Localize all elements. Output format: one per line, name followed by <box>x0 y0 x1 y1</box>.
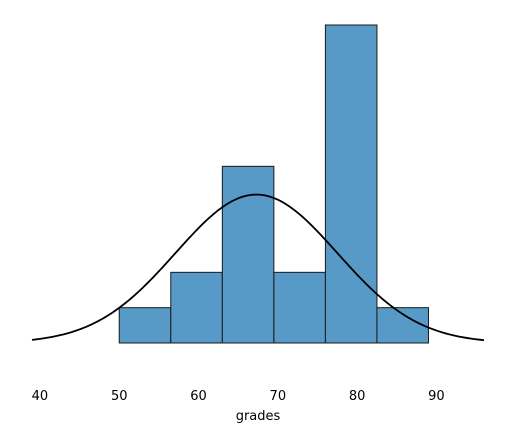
curve-layer <box>31 193 485 342</box>
x-tick-label: 80 <box>349 389 366 404</box>
histogram-bar <box>118 307 172 344</box>
bars-layer <box>118 24 429 344</box>
histogram-bar <box>273 271 326 344</box>
histogram-bar <box>324 24 378 344</box>
histogram-bar <box>221 165 275 344</box>
x-tick-label: 60 <box>190 389 207 404</box>
density-curve <box>31 193 485 342</box>
x-tick-label: 70 <box>270 389 287 404</box>
histogram-bar <box>170 271 223 344</box>
x-tick-label: 40 <box>32 389 49 404</box>
x-tick-label: 50 <box>111 389 128 404</box>
x-axis-label: grades <box>236 409 281 424</box>
histogram-bar <box>376 307 429 344</box>
x-tick-label: 90 <box>428 389 445 404</box>
x-ticks-layer: 40 50 60 70 80 90 <box>32 389 445 404</box>
